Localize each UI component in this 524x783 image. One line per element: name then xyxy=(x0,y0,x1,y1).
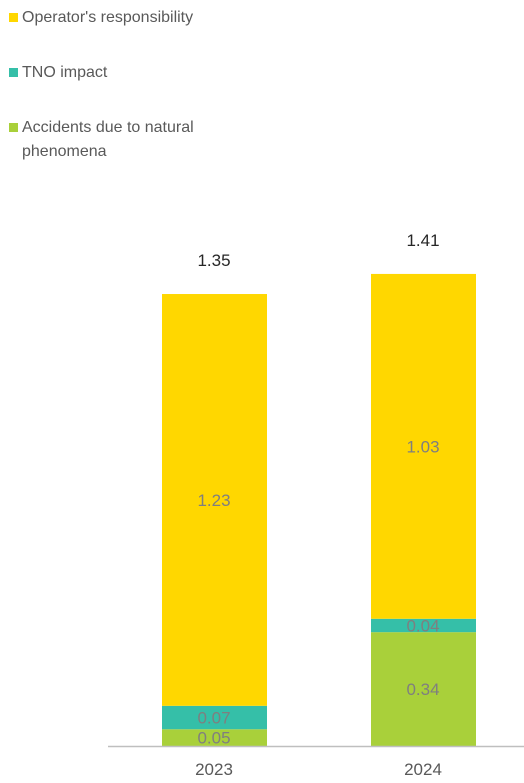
legend-swatch-tno xyxy=(9,68,18,77)
legend-item-tno: TNO impact xyxy=(9,61,282,85)
total-label-2023: 1.35 xyxy=(197,251,230,270)
legend-item-operator: Operator's responsibility xyxy=(9,6,282,30)
data-label-2024-0: 0.34 xyxy=(406,680,439,699)
legend-label-tno: TNO impact xyxy=(22,64,108,81)
legend-swatch-natural xyxy=(9,123,18,132)
bar-segment-2023-2 xyxy=(162,294,267,706)
data-label-2023-2: 1.23 xyxy=(197,491,230,510)
bar-segment-2024-1 xyxy=(371,618,476,633)
total-label-2024: 1.41 xyxy=(406,231,439,250)
data-label-2023-0: 0.05 xyxy=(197,729,230,748)
legend-item-natural: Accidents due to natural phenomena xyxy=(9,116,257,164)
bar-segment-2023-0 xyxy=(162,729,267,746)
x-tick-label-2024: 2024 xyxy=(404,760,442,779)
x-tick-label-2023: 2023 xyxy=(195,760,233,779)
data-label-2024-1: 0.04 xyxy=(406,616,439,635)
legend-label-natural: Accidents due to natural phenomena xyxy=(22,119,194,160)
data-label-2024-2: 1.03 xyxy=(406,437,439,456)
data-label-2023-1: 0.07 xyxy=(197,709,230,728)
bar-segment-2023-1 xyxy=(162,705,267,730)
bar-segment-2024-0 xyxy=(371,632,476,746)
legend-label-operator: Operator's responsibility xyxy=(22,9,194,26)
legend-swatch-operator xyxy=(9,13,18,22)
bar-segment-2024-2 xyxy=(371,273,476,619)
